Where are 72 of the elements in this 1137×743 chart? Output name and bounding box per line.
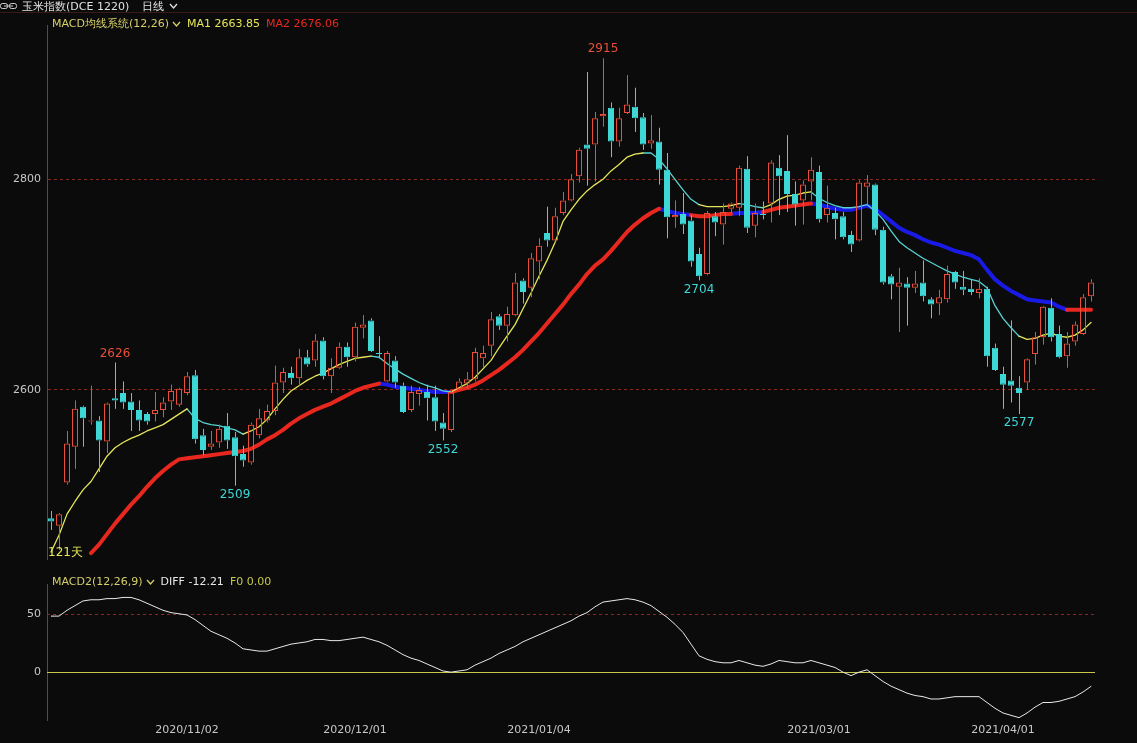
candlestick <box>200 428 206 456</box>
x-tick-label: 2021/01/04 <box>507 723 571 737</box>
candlestick <box>344 342 350 368</box>
annotation: 2626 <box>99 345 131 360</box>
candlestick <box>776 154 782 216</box>
chart-subtitle: 日线 <box>142 0 165 14</box>
series-label: DIFF -12.21 <box>160 575 224 588</box>
annotation: 2577 <box>1003 415 1035 430</box>
candlestick <box>1048 297 1054 342</box>
candlestick <box>656 127 662 186</box>
legend-title: MACD2(12,26,9) <box>52 575 143 588</box>
candlestick <box>840 211 846 240</box>
candlestick <box>712 211 718 237</box>
candlestick <box>440 412 446 441</box>
candlestick <box>1008 319 1014 404</box>
candlestick <box>696 247 702 281</box>
chart-title: 玉米指数(DCE 1220) <box>22 0 130 14</box>
candlestick <box>816 165 822 223</box>
candlestick <box>96 415 102 473</box>
candlestick <box>672 199 678 229</box>
text: MA1 2663.85 <box>187 17 261 30</box>
candlestick <box>376 335 382 359</box>
candlestick <box>400 382 406 412</box>
candlestick <box>760 200 766 220</box>
candlestick <box>608 101 614 158</box>
candlestick <box>224 412 230 450</box>
candlestick <box>952 271 958 290</box>
legend-title: MACD均线系统(12,26) <box>52 16 170 31</box>
x-tick-label: 2021/04/01 <box>971 723 1035 737</box>
candlestick <box>136 399 142 432</box>
candlestick <box>80 406 86 448</box>
candlestick <box>792 180 798 227</box>
candlestick <box>368 317 374 351</box>
candlestick <box>744 155 750 234</box>
candlestick <box>640 112 646 151</box>
candlestick <box>1016 375 1022 415</box>
candlestick <box>872 184 878 236</box>
candlestick <box>1000 366 1006 410</box>
candlestick <box>600 57 606 128</box>
x-tick-label: 2020/12/01 <box>323 723 387 737</box>
candlestick <box>520 277 526 305</box>
candlestick <box>784 134 790 213</box>
y-tick-label: 0 <box>34 665 41 678</box>
x-tick-label: 2020/11/02 <box>155 723 219 737</box>
annotation: 2552 <box>427 441 459 456</box>
annotation: 121天 <box>48 544 83 559</box>
y-tick-label: 50 <box>27 606 41 620</box>
candlestick <box>232 431 238 487</box>
annotation: 2704 <box>683 281 715 296</box>
candlestick <box>984 286 990 368</box>
text: MA2 2676.06 <box>266 17 340 30</box>
y-tick-label: 2800 <box>13 172 41 186</box>
candlestick <box>392 355 398 389</box>
annotation: 2509 <box>219 486 251 501</box>
annotation: 2915 <box>587 41 619 56</box>
candlestick <box>920 259 926 302</box>
x-tick-label: 2021/03/01 <box>787 723 851 737</box>
candlestick <box>664 152 670 239</box>
candlestick <box>192 369 198 445</box>
candlestick <box>320 336 326 380</box>
candlestick <box>928 296 934 319</box>
candlestick <box>288 366 294 386</box>
candlestick <box>304 349 310 368</box>
candlestick <box>632 87 638 133</box>
candlestick <box>880 226 886 286</box>
y-tick-label: 2600 <box>13 382 41 396</box>
candlestick <box>680 192 686 235</box>
candlestick <box>1056 325 1062 358</box>
candlestick <box>992 343 998 370</box>
candlestick <box>432 385 438 432</box>
candlestick <box>688 214 694 268</box>
ref-line-label: F0 0.00 <box>229 575 272 588</box>
